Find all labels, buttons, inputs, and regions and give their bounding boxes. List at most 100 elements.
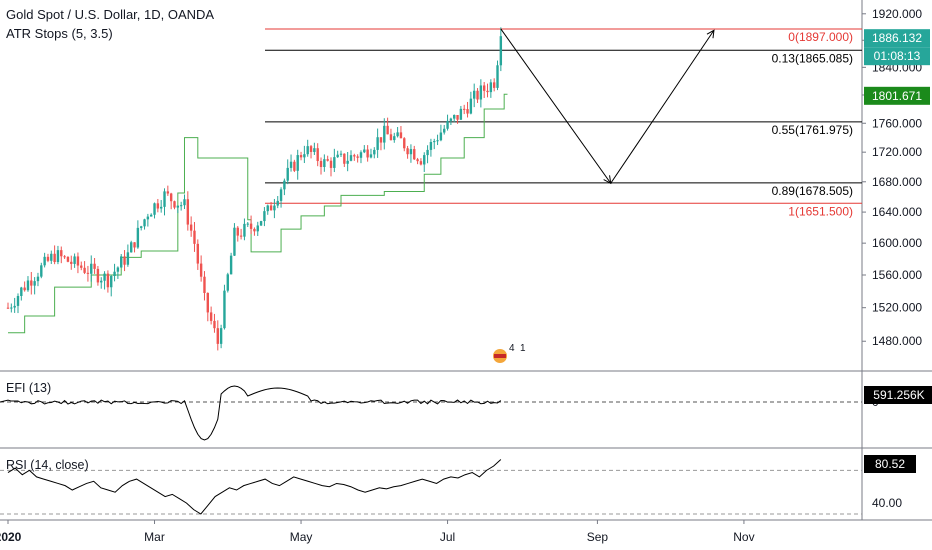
candle-body (286, 167, 289, 181)
candle-body (66, 256, 70, 262)
candle-body (419, 161, 423, 165)
candle-body (383, 125, 386, 143)
candle-body (309, 146, 313, 152)
candle-body (386, 125, 389, 135)
candle-body (113, 271, 116, 276)
candle-body (93, 263, 96, 269)
candle-body (249, 223, 253, 229)
candle-body (153, 203, 156, 215)
candle-body (369, 154, 373, 158)
candle-body (296, 155, 299, 171)
candle-body (253, 228, 256, 232)
candle-body (239, 235, 243, 237)
candle-body (293, 161, 296, 171)
event-flag-count: 4 (509, 343, 515, 354)
candle-body (130, 242, 133, 253)
candle-body (259, 221, 263, 226)
candle-body (173, 201, 176, 208)
y-tick-label: 1640.000 (872, 205, 922, 219)
atr-value-badge-bg (864, 86, 930, 105)
candle-body (156, 203, 160, 209)
candle-body (453, 114, 456, 119)
candle-body (56, 250, 60, 263)
efi-pane-label: EFI (13) (6, 381, 52, 395)
candle-body (6, 307, 10, 309)
fib-level-label: 1(1651.500) (788, 204, 853, 218)
candle-body (303, 154, 306, 158)
candle-body (263, 211, 266, 222)
countdown-badge-bg (864, 47, 930, 66)
x-tick-label: Nov (733, 530, 754, 544)
countdown-badge: 01:08:13 (874, 49, 921, 63)
candle-body (60, 250, 63, 257)
candle-body (110, 275, 113, 288)
candle-body (136, 227, 140, 248)
candle-body (446, 120, 449, 129)
fib-level-label: 0.13(1865.085) (772, 51, 853, 65)
candle-body (146, 216, 150, 220)
candle-body (196, 243, 200, 264)
candle-body (70, 261, 73, 264)
y-tick-label: 1520.000 (872, 301, 922, 315)
candle-body (479, 85, 483, 100)
candle-body (76, 256, 80, 266)
candle-body (80, 265, 83, 268)
candle-body (120, 256, 123, 268)
candle-body (16, 295, 20, 306)
candle-body (323, 159, 326, 167)
candle-body (333, 157, 336, 168)
candle-body (459, 108, 463, 120)
y-tick-label: 1600.000 (872, 236, 922, 250)
candle-body (319, 161, 323, 167)
candles-group (6, 27, 503, 351)
candle-body (90, 263, 93, 274)
candle-body (399, 132, 403, 139)
rsi-value-badge-bg (864, 455, 916, 473)
candle-body (276, 200, 279, 206)
candle-body (246, 223, 249, 225)
atr-value-badge: 1801.671 (872, 89, 922, 103)
candle-body (53, 253, 56, 263)
efi-value-badge: 591.256K (873, 388, 924, 402)
candle-body (339, 153, 343, 155)
candle-body (366, 149, 369, 158)
candle-body (449, 118, 453, 121)
candle-body (443, 128, 446, 133)
candle-body (316, 148, 319, 162)
projection-arrow-head-down (603, 175, 612, 185)
candle-body (33, 281, 36, 286)
candle-body (216, 328, 219, 344)
fib-level-label: 0.89(1678.505) (772, 184, 853, 198)
candle-body (429, 142, 433, 150)
candle-body (486, 90, 489, 93)
candle-body (46, 256, 50, 261)
candle-body (186, 199, 190, 225)
candle-body (96, 268, 100, 283)
candle-body (203, 276, 206, 293)
candle-body (213, 320, 216, 329)
candle-body (166, 191, 170, 194)
chart-title: Gold Spot / U.S. Dollar, 1D, OANDA (6, 7, 215, 22)
x-tick-label: Jul (440, 530, 455, 544)
candle-body (436, 140, 439, 142)
candle-body (140, 226, 143, 228)
candle-body (256, 225, 259, 232)
candle-body (403, 138, 406, 149)
candle-body (50, 253, 53, 261)
candle-body (126, 252, 130, 265)
candle-body (389, 134, 393, 141)
candle-body (469, 98, 473, 114)
last-price-badge: 1886.132 (872, 31, 922, 45)
candle-body (356, 156, 359, 158)
indicator-label: ATR Stops (5, 3.5) (6, 26, 113, 41)
candle-body (159, 206, 163, 209)
candle-body (143, 219, 146, 227)
candle-body (26, 280, 30, 291)
candle-body (193, 230, 196, 244)
candle-body (413, 149, 416, 160)
candle-body (30, 280, 33, 286)
candle-body (13, 305, 16, 308)
candle-body (106, 273, 110, 288)
